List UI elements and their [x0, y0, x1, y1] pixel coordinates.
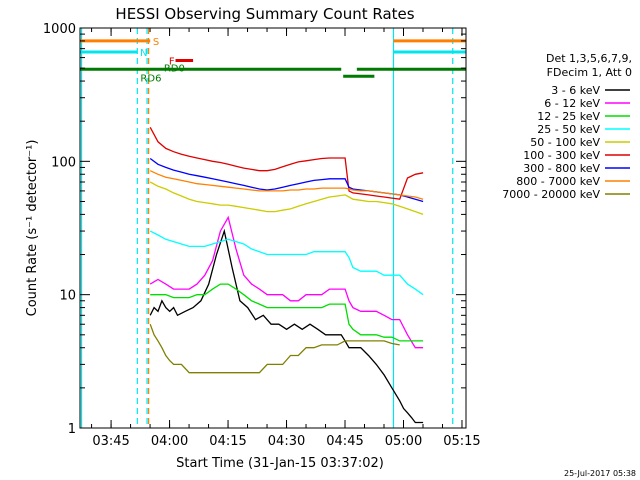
x-tick-label: 04:00: [151, 434, 188, 449]
series-line: [149, 215, 424, 349]
y-tick-label: 100: [51, 155, 76, 170]
x-tick-label: 03:45: [92, 434, 129, 449]
series-line: [149, 170, 424, 200]
series-line: [150, 283, 424, 342]
legend-entry-label: 3 - 6 keV: [551, 84, 600, 97]
y-tick-label: 1000: [43, 22, 76, 37]
chart-title: HESSI Observing Summary Count Rates: [115, 5, 414, 23]
y-axis-label: Count Rate (s⁻¹ detector⁻¹): [25, 140, 40, 317]
legend-entry-label: 6 - 12 keV: [544, 97, 600, 110]
plot-frame: [79, 27, 467, 429]
x-tick-label: 05:15: [443, 434, 480, 449]
x-tick-label: 04:15: [209, 434, 246, 449]
x-tick-label: 04:45: [326, 434, 363, 449]
legend-entry-label: 100 - 300 keV: [523, 149, 600, 162]
x-tick-label: 04:30: [268, 434, 305, 449]
series-line: [149, 228, 424, 424]
flag-label: F: [169, 57, 175, 68]
flag-label: RD6: [140, 74, 161, 85]
flag-label: RD0: [164, 64, 185, 75]
legend-entry-label: 7000 - 20000 keV: [502, 188, 600, 201]
y-tick-label: 1: [68, 422, 76, 437]
x-tick-label: 05:00: [385, 434, 422, 449]
series-group: [149, 126, 424, 424]
series-line: [149, 181, 424, 216]
legend-header: Det 1,3,5,6,7,9,: [546, 52, 632, 65]
legend-header: FDecim 1, Att 0: [547, 66, 632, 79]
legend-entry-label: 800 - 7000 keV: [516, 175, 600, 188]
legend: Det 1,3,5,6,7,9,FDecim 1, Att 0 3 - 6 keV…: [502, 52, 632, 201]
series-line: [149, 230, 424, 296]
legend-entry-label: 300 - 800 keV: [523, 162, 600, 175]
flag-label: N: [140, 48, 147, 59]
x-axis-label: Start Time (31-Jan-15 03:37:02): [176, 456, 384, 471]
plot-timestamp: 25-Jul-2017 05:38: [564, 469, 636, 478]
legend-entry-label: 12 - 25 keV: [537, 110, 600, 123]
y-tick-label: 10: [59, 289, 76, 304]
legend-entry-label: 25 - 50 keV: [537, 123, 600, 136]
series-line: [149, 323, 400, 374]
series-line: [149, 126, 424, 200]
legend-entry-label: 50 - 100 keV: [530, 136, 600, 149]
flag-label: S: [153, 37, 159, 48]
